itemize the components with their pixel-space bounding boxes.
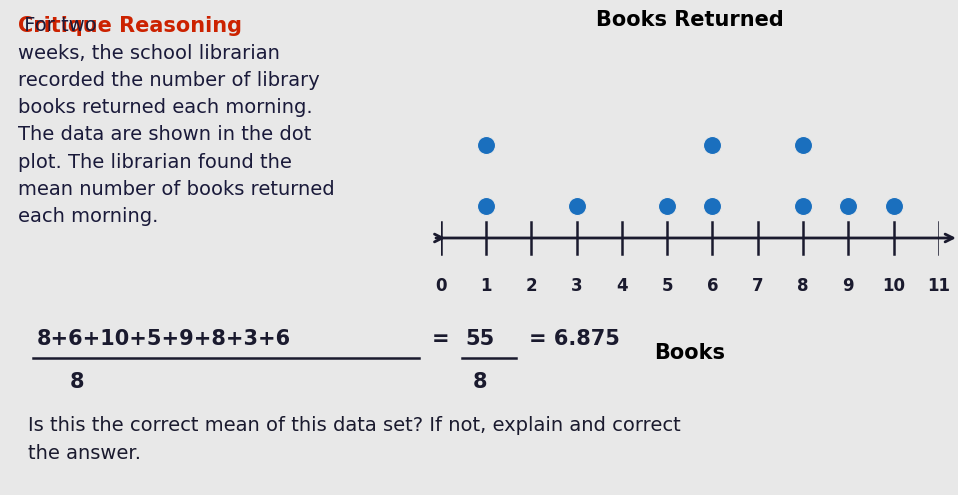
Text: 5: 5 — [661, 277, 673, 295]
Text: 1: 1 — [480, 277, 491, 295]
Text: 10: 10 — [882, 277, 905, 295]
Text: 8: 8 — [70, 372, 84, 392]
Text: Critique Reasoning: Critique Reasoning — [18, 16, 242, 37]
Text: 55: 55 — [466, 329, 495, 349]
Text: 11: 11 — [927, 277, 950, 295]
Text: 4: 4 — [616, 277, 627, 295]
Text: = 6.875: = 6.875 — [529, 329, 620, 349]
Text: For two
weeks, the school librarian
recorded the number of library
books returne: For two weeks, the school librarian reco… — [18, 16, 335, 226]
Text: 3: 3 — [571, 277, 582, 295]
Text: 7: 7 — [752, 277, 764, 295]
Text: 8: 8 — [797, 277, 809, 295]
Text: 0: 0 — [435, 277, 446, 295]
Text: =: = — [432, 329, 449, 349]
Text: Books Returned: Books Returned — [596, 10, 784, 30]
Text: 2: 2 — [525, 277, 537, 295]
Text: 8+6+10+5+9+8+3+6: 8+6+10+5+9+8+3+6 — [36, 329, 290, 349]
Text: 8: 8 — [472, 372, 487, 392]
Text: Is this the correct mean of this data set? If not, explain and correct
the answe: Is this the correct mean of this data se… — [28, 416, 680, 463]
Text: 9: 9 — [842, 277, 855, 295]
Text: 6: 6 — [707, 277, 718, 295]
Text: Books: Books — [654, 343, 725, 363]
